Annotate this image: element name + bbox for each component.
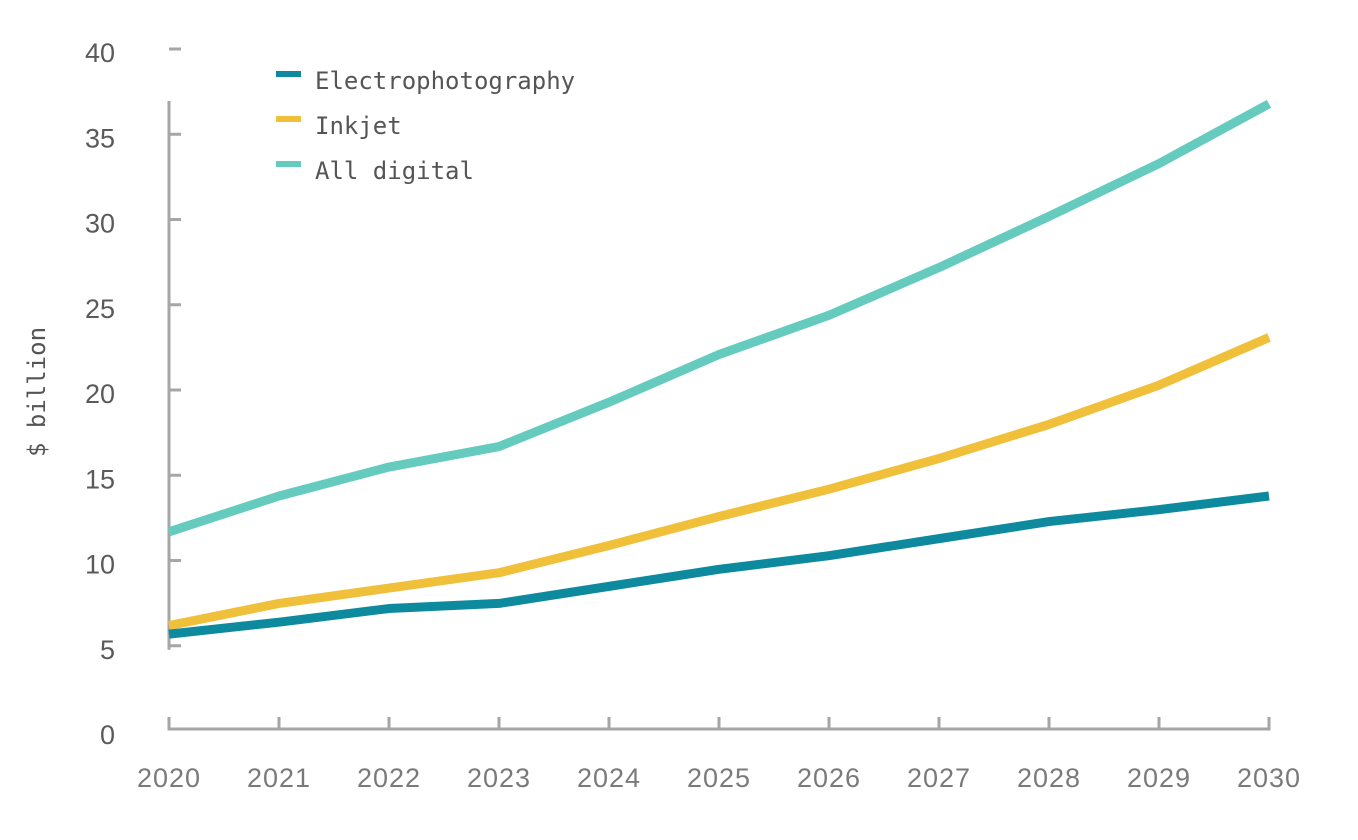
x-tick-label: 2020 (137, 763, 201, 793)
axes (167, 101, 1271, 731)
y-tick-label: 40 (85, 38, 115, 68)
series-line-inkjet (168, 333, 1271, 630)
series-lines (167, 99, 1272, 639)
y-tick-label: 20 (85, 379, 115, 409)
legend-label: Electrophotography (315, 67, 575, 95)
y-tick-label: 35 (85, 123, 115, 153)
y-axis-label: $ billion (23, 327, 51, 457)
y-tick-label: 25 (85, 294, 115, 324)
legend-item: Electrophotography (276, 67, 575, 95)
y-axis-ticks: 0 5 10 15 20 25 30 35 40 (85, 38, 181, 750)
x-tick-label: 2023 (467, 763, 531, 793)
x-tick-label: 2025 (687, 763, 751, 793)
y-tick-label: 0 (100, 720, 115, 750)
x-tick-label: 2024 (577, 763, 641, 793)
series-line-all-digital (167, 99, 1272, 537)
y-tick-label: 10 (85, 550, 115, 580)
series-line-electrophotography (168, 491, 1270, 639)
y-tick-label: 30 (85, 209, 115, 239)
legend: Electrophotography Inkjet All digital (276, 67, 575, 185)
legend-item: All digital (276, 157, 474, 185)
x-tick-label: 2028 (1017, 763, 1081, 793)
x-tick-label: 2030 (1237, 763, 1301, 793)
legend-item: Inkjet (276, 112, 402, 140)
x-axis-ticks: 2020 2021 2022 2023 2024 2025 2026 2027 2028 2029… (137, 717, 1301, 793)
y-tick-label: 5 (100, 635, 115, 665)
legend-label: Inkjet (315, 112, 402, 140)
x-tick-label: 2026 (797, 763, 861, 793)
x-tick-label: 2021 (247, 763, 311, 793)
x-tick-label: 2029 (1127, 763, 1191, 793)
y-tick-label: 15 (85, 464, 115, 494)
legend-label: All digital (315, 157, 474, 185)
x-tick-label: 2027 (907, 763, 971, 793)
x-tick-label: 2022 (357, 763, 421, 793)
